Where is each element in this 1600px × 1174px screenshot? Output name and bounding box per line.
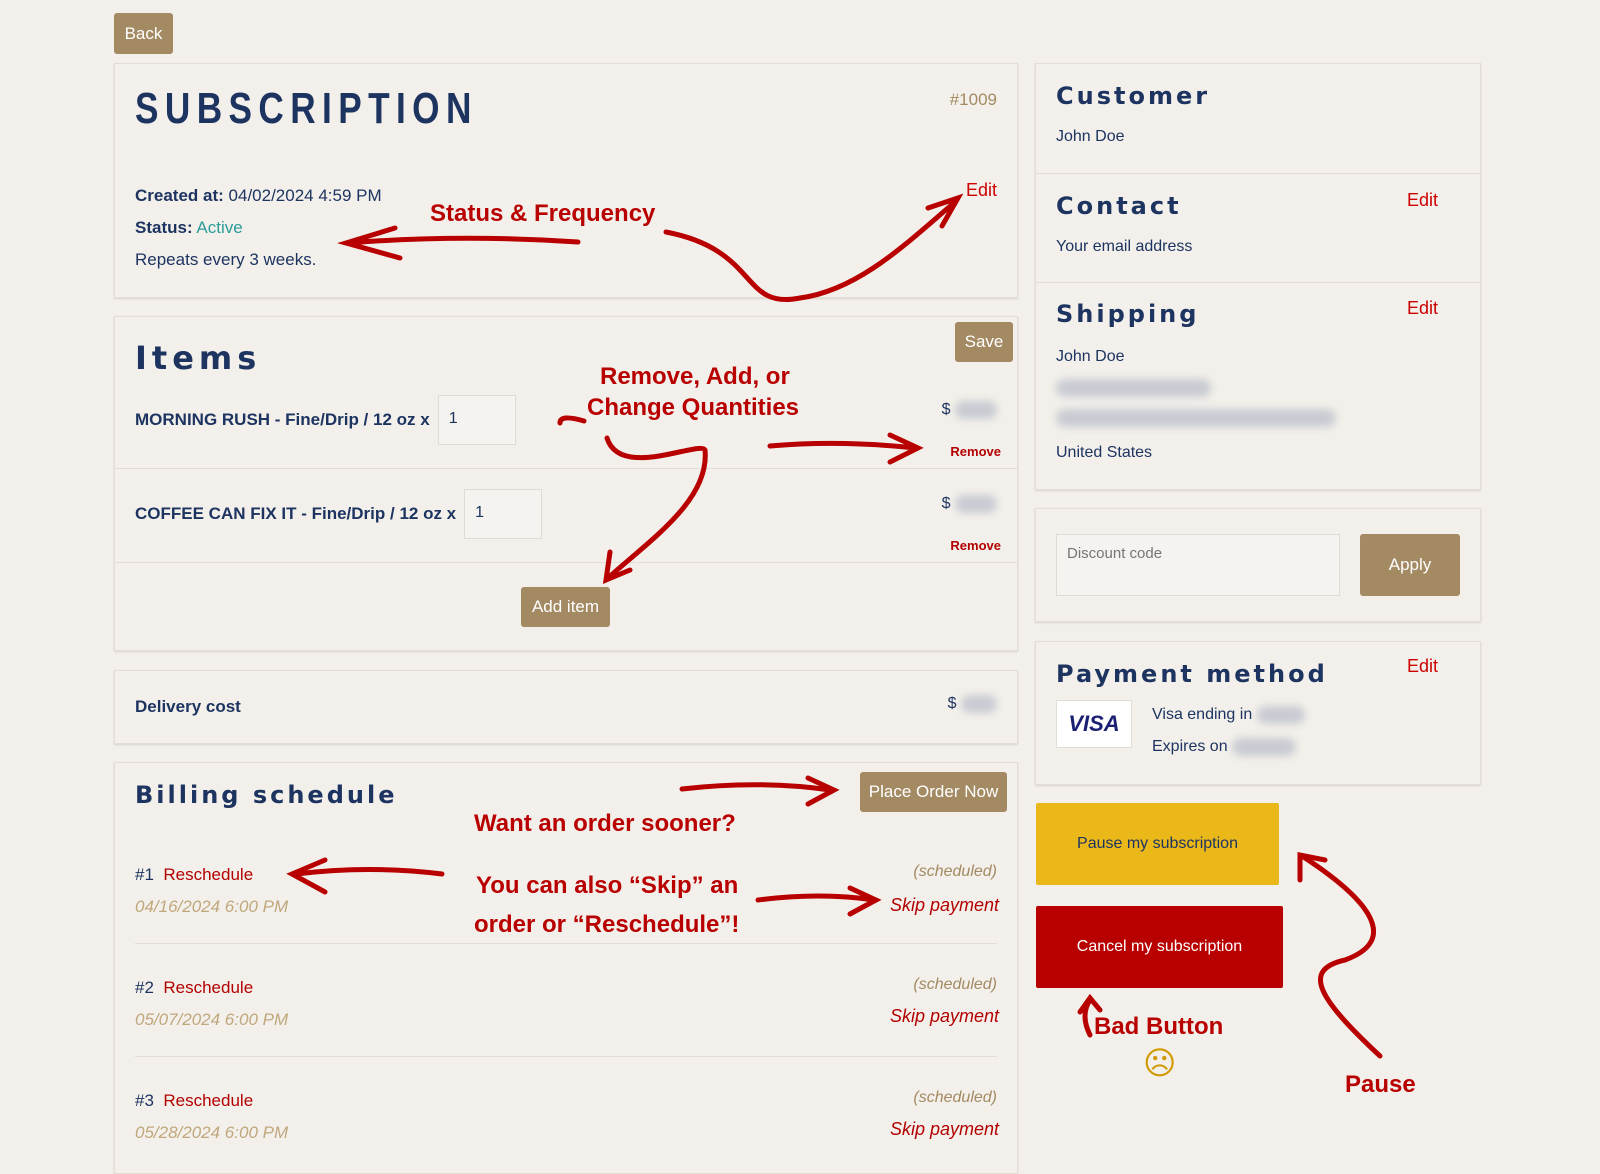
- billing-number: #1: [135, 865, 154, 884]
- annotation-pause: Pause: [1345, 1071, 1416, 1098]
- subscription-card: SUBSCRIPTION #1009 Created at: 04/02/202…: [114, 63, 1018, 298]
- billing-number: #3: [135, 1091, 154, 1110]
- address-line-redacted: [1056, 379, 1211, 397]
- skip-payment-link[interactable]: Skip payment: [889, 1006, 999, 1026]
- billing-title: Billing schedule: [135, 781, 398, 809]
- item-price-redacted: [955, 401, 997, 419]
- annotation-remove-add: Remove, Add, or: [600, 363, 790, 390]
- place-order-now-button[interactable]: Place Order Now: [860, 772, 1007, 812]
- card-expiry-redacted: [1232, 738, 1297, 756]
- billing-card: Billing schedule Place Order Now #1 Resc…: [114, 762, 1018, 1174]
- shipping-name: John Doe: [1056, 348, 1125, 365]
- delivery-card: Delivery cost $: [114, 670, 1018, 744]
- delivery-cost-redacted: [961, 695, 997, 713]
- edit-payment-link[interactable]: Edit: [1406, 656, 1438, 676]
- billing-date: 05/28/2024 6:00 PM: [135, 1123, 289, 1142]
- annotation-status-frequency: Status & Frequency: [430, 200, 656, 227]
- customer-title: Customer: [1056, 82, 1211, 110]
- remove-item-button[interactable]: Remove: [950, 538, 1001, 553]
- contact-email: Your email address: [1056, 238, 1193, 255]
- page-title: SUBSCRIPTION: [135, 84, 478, 133]
- pause-subscription-button[interactable]: Pause my subscription: [1036, 803, 1279, 885]
- annotation-skip-2: order or “Reschedule”!: [474, 911, 740, 938]
- item-name: COFFEE CAN FIX IT - Fine/Drip / 12 oz x: [135, 504, 457, 523]
- item-row: MORNING RUSH - Fine/Drip / 12 oz x 1: [135, 395, 516, 445]
- reschedule-link[interactable]: Reschedule: [163, 865, 254, 884]
- reschedule-link[interactable]: Reschedule: [163, 978, 254, 997]
- item-price-redacted: [955, 495, 997, 513]
- address-line-redacted: [1056, 409, 1336, 427]
- item-currency: $: [941, 401, 951, 419]
- discount-code-input[interactable]: [1056, 534, 1340, 596]
- annotation-bad-button: Bad Button: [1094, 1013, 1224, 1040]
- payment-card: Payment method Edit VISA Visa ending in …: [1035, 641, 1481, 785]
- items-title: Items: [135, 339, 262, 377]
- apply-discount-button[interactable]: Apply: [1360, 534, 1460, 596]
- save-button[interactable]: Save: [955, 322, 1013, 362]
- card-ending: Visa ending in: [1152, 706, 1253, 724]
- customer-name: John Doe: [1056, 128, 1125, 145]
- arrow-icon: [1297, 851, 1383, 1059]
- billing-date: 05/07/2024 6:00 PM: [135, 1010, 289, 1029]
- edit-contact-link[interactable]: Edit: [1406, 190, 1438, 210]
- remove-item-button[interactable]: Remove: [950, 444, 1001, 459]
- customer-card: Customer John Doe Contact Edit Your emai…: [1035, 63, 1481, 490]
- billing-status: (scheduled): [913, 863, 997, 880]
- billing-status: (scheduled): [913, 976, 997, 993]
- skip-payment-link[interactable]: Skip payment: [889, 895, 999, 915]
- edit-subscription-link[interactable]: Edit: [965, 180, 997, 200]
- contact-title: Contact: [1056, 192, 1182, 220]
- add-item-button[interactable]: Add item: [521, 587, 610, 627]
- delivery-currency: $: [947, 695, 957, 713]
- repeat-frequency: Repeats every 3 weeks.: [135, 250, 317, 269]
- annotation-order-sooner: Want an order sooner?: [474, 810, 736, 837]
- sad-face-icon: ☹: [1143, 1045, 1177, 1081]
- item-name: MORNING RUSH - Fine/Drip / 12 oz x: [135, 410, 430, 429]
- skip-payment-link[interactable]: Skip payment: [889, 1119, 999, 1139]
- item-row: COFFEE CAN FIX IT - Fine/Drip / 12 oz x …: [135, 489, 543, 539]
- edit-shipping-link[interactable]: Edit: [1406, 298, 1438, 318]
- quantity-input[interactable]: 1: [464, 489, 543, 539]
- payment-title: Payment method: [1056, 660, 1328, 688]
- quantity-input[interactable]: 1: [437, 395, 516, 445]
- billing-number: #2: [135, 978, 154, 997]
- items-card: Items Save MORNING RUSH - Fine/Drip / 12…: [114, 316, 1018, 651]
- reschedule-link[interactable]: Reschedule: [163, 1091, 254, 1110]
- discount-card: Apply: [1035, 508, 1481, 622]
- subscription-number: #1009: [949, 90, 997, 109]
- delivery-label: Delivery cost: [135, 697, 241, 716]
- created-label: Created at:: [135, 186, 224, 205]
- created-value: 04/02/2024 4:59 PM: [228, 186, 382, 205]
- billing-status: (scheduled): [913, 1089, 997, 1106]
- annotation-change-quantities: Change Quantities: [587, 394, 800, 421]
- billing-date: 04/16/2024 6:00 PM: [135, 897, 289, 916]
- annotation-skip-1: You can also “Skip” an: [476, 872, 739, 899]
- cancel-subscription-button[interactable]: Cancel my subscription: [1036, 906, 1283, 988]
- card-digits-redacted: [1256, 706, 1305, 724]
- card-expiry: Expires on: [1152, 738, 1228, 756]
- visa-card-icon: VISA: [1056, 700, 1132, 748]
- status-badge: Active: [196, 218, 243, 237]
- item-currency: $: [941, 495, 951, 513]
- status-label: Status:: [135, 218, 193, 237]
- back-button[interactable]: Back: [114, 13, 173, 54]
- shipping-country: United States: [1056, 444, 1153, 461]
- shipping-title: Shipping: [1056, 300, 1200, 328]
